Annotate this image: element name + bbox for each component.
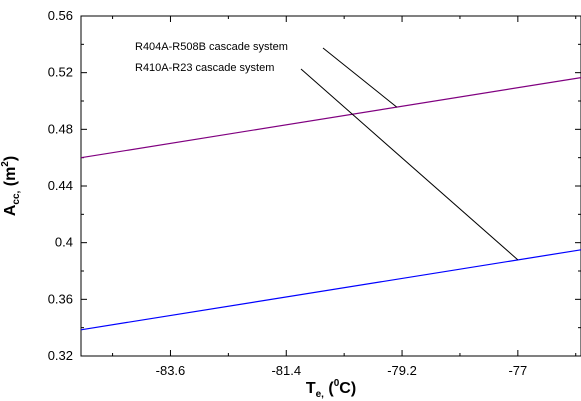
x-axis-title-pre: ( [324, 380, 334, 397]
y-tick-label: 0.32 [48, 348, 73, 363]
y-tick-label: 0.36 [48, 291, 73, 306]
y-tick-label: 0.48 [48, 121, 73, 136]
annotation-label-0: R404A-R508B cascade system [135, 41, 288, 53]
chart-annotations: R404A-R508B cascade system R410A-R23 casc… [135, 41, 519, 261]
y-axis-title-post: ) [2, 156, 19, 161]
series-line-1 [80, 249, 581, 331]
x-tick-label: -83.6 [156, 363, 186, 378]
x-axis-title-post: C) [339, 380, 356, 397]
y-axis-title-sup: 2 [0, 161, 11, 167]
y-axis-title-pre: (m [2, 167, 19, 191]
y-tick-label: 0.44 [48, 178, 73, 193]
axis-ticks: 0.32 0.36 0.4 0.44 0.48 0.52 0.56 -83.6 -81.4 -79… [48, 8, 581, 378]
x-axis-title: Te, (0C) [306, 378, 356, 400]
y-tick-label: 0.52 [48, 65, 73, 80]
annotation-label-1: R410A-R23 cascade system [135, 62, 274, 74]
annotation-leader-1 [300, 68, 519, 261]
x-tick-label: -79.2 [387, 363, 417, 378]
y-axis-title-main: A [2, 204, 19, 216]
chart-series [80, 77, 581, 331]
y-tick-label: 0.56 [48, 8, 73, 23]
x-axis-title-sup: 0 [334, 378, 340, 389]
annotation-leader-0 [322, 47, 398, 108]
y-axis-title-sub: cc, [11, 190, 22, 204]
y-axis-title: Acc, (m2) [0, 156, 22, 216]
x-tick-label: -77 [508, 363, 527, 378]
y-tick-label: 0.4 [55, 235, 73, 250]
x-tick-label: -81.4 [271, 363, 301, 378]
x-axis-title-main: T [306, 380, 316, 397]
x-axis-title-sub: e, [316, 389, 325, 400]
series-line-0 [80, 77, 581, 159]
